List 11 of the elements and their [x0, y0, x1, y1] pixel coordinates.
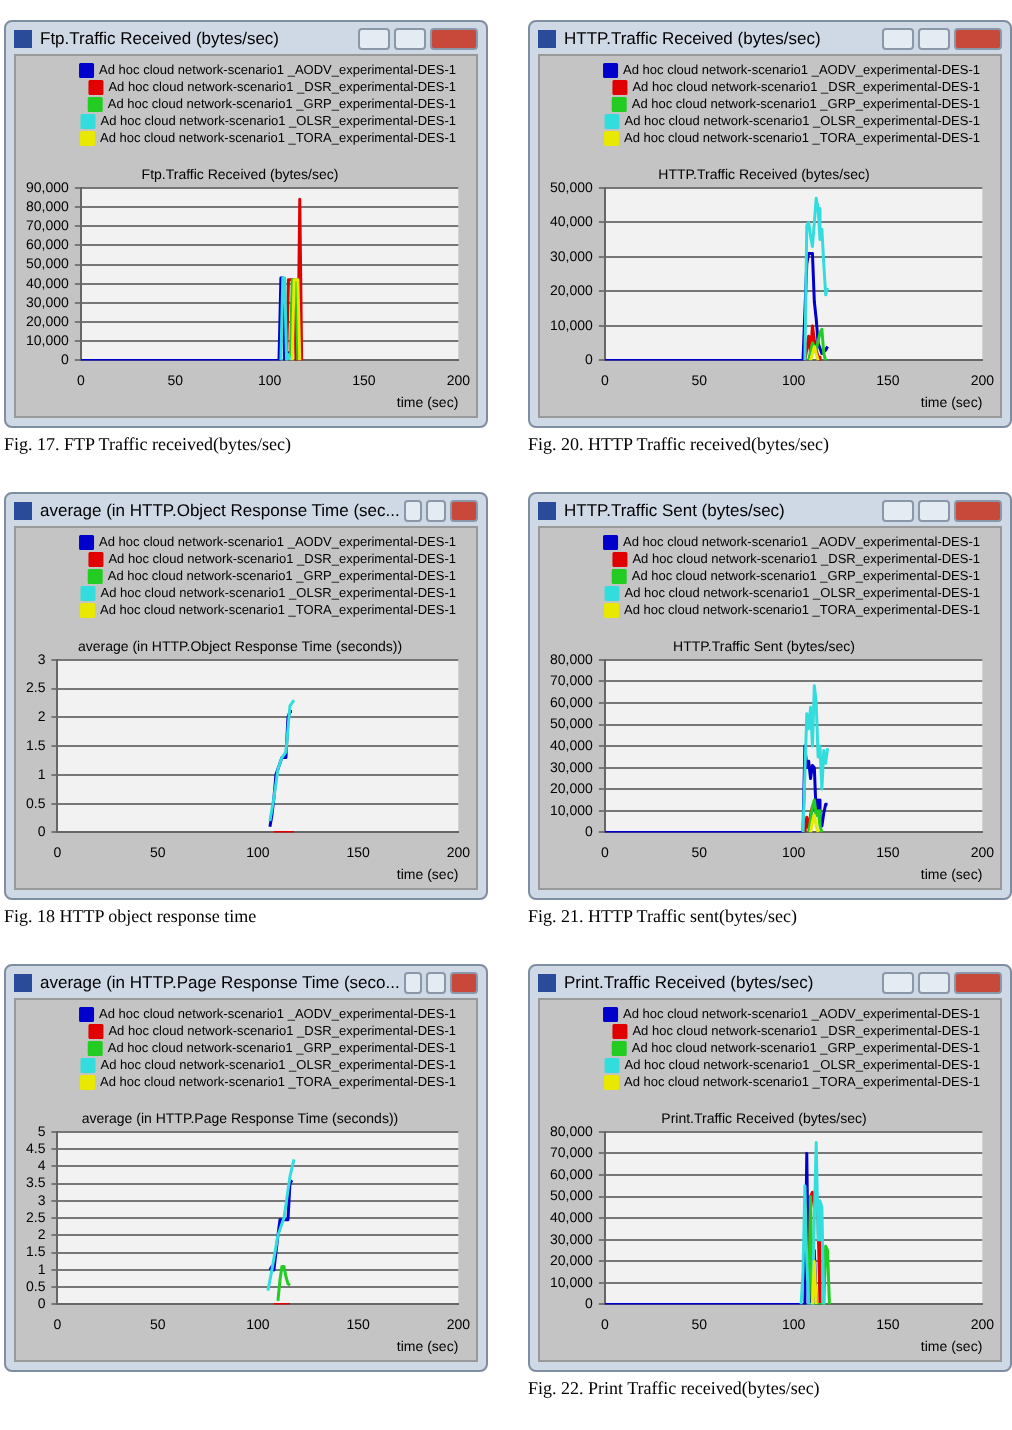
caption: Fig. 18 HTTP object response time: [4, 906, 259, 926]
chart-subtitle: Ftp.Traffic Received (bytes/sec): [40, 28, 282, 48]
chart-subtitle: Print.Traffic Received (bytes/sec): [564, 972, 816, 992]
caption: Fig. 17. FTP Traffic received(bytes/sec): [4, 434, 293, 454]
caption: Fig. 22. Print Traffic received(bytes/sec): [528, 1378, 822, 1398]
chart-subtitle: average (in HTTP.Object Response Time (sec...: [40, 500, 400, 520]
caption: Fig. 21. HTTP Traffic sent(bytes/sec): [528, 906, 799, 926]
chart-subtitle: HTTP.Traffic Sent (bytes/sec): [564, 500, 787, 520]
chart-subtitle: HTTP.Traffic Received (bytes/sec): [564, 28, 823, 48]
chart-subtitle: average (in HTTP.Page Response Time (seco...: [40, 972, 400, 992]
caption: Fig. 20. HTTP Traffic received(bytes/sec): [528, 434, 831, 454]
